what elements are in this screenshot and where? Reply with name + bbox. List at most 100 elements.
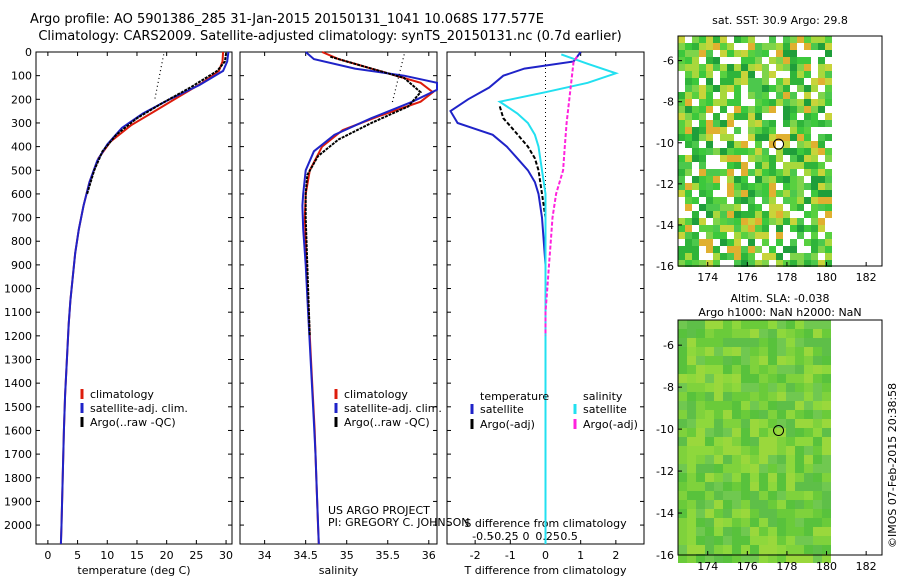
map-cell	[762, 239, 769, 246]
map-cell	[822, 329, 831, 338]
map-cell	[776, 43, 783, 50]
x-axis-label: salinity	[319, 564, 359, 577]
map-cell	[776, 253, 783, 260]
map-cell	[818, 141, 825, 148]
map-cell	[714, 536, 723, 545]
y-tick-label: 1700	[4, 448, 32, 461]
map-cell	[685, 141, 692, 148]
map-cell	[705, 356, 714, 365]
float-position-marker	[773, 425, 785, 437]
map-cell	[790, 155, 797, 162]
map-cell	[705, 491, 714, 500]
map-cell	[692, 218, 699, 225]
map-cell	[762, 183, 769, 190]
map-cell	[825, 211, 832, 218]
map-cell	[720, 36, 727, 43]
map-cell	[741, 225, 748, 232]
map-title: Altim. SLA: -0.038	[730, 292, 829, 305]
map-cell	[699, 71, 706, 78]
map-cell	[723, 401, 732, 410]
map-cell	[714, 338, 723, 347]
map-cell	[678, 64, 685, 71]
x-tick-label: 20	[160, 549, 174, 562]
map-cell	[685, 85, 692, 92]
map-cell	[777, 500, 786, 509]
map-cell	[811, 239, 818, 246]
map-cell	[804, 374, 813, 383]
map-cell	[687, 428, 696, 437]
map-cell	[825, 99, 832, 106]
map-cell	[786, 410, 795, 419]
map-cell	[696, 509, 705, 518]
x-tick-label: 10	[100, 549, 114, 562]
map-cell	[762, 190, 769, 197]
map-cell	[825, 78, 832, 85]
map-cell	[825, 155, 832, 162]
y-tick-label: -6	[663, 339, 674, 352]
map-cell	[797, 155, 804, 162]
map-cell	[706, 232, 713, 239]
map-cell	[720, 148, 727, 155]
x-tick-label: 176	[737, 271, 758, 284]
map-cell	[762, 197, 769, 204]
map-cell	[822, 383, 831, 392]
map-cell	[797, 85, 804, 92]
map-cell	[692, 246, 699, 253]
map-cell	[750, 410, 759, 419]
y-tick-label: 1800	[4, 472, 32, 485]
map-cell	[786, 383, 795, 392]
map-cell	[804, 92, 811, 99]
y-tick-label: -14	[656, 507, 674, 520]
map-cell	[768, 329, 777, 338]
map-cell	[687, 509, 696, 518]
map-cell	[720, 134, 727, 141]
map-cell	[811, 148, 818, 155]
map-cell	[699, 148, 706, 155]
map-cell	[741, 113, 748, 120]
map-cell	[825, 148, 832, 155]
map-cell	[678, 113, 685, 120]
map-cell	[797, 64, 804, 71]
map-cell	[762, 85, 769, 92]
map-cell	[813, 500, 822, 509]
map-cell	[706, 141, 713, 148]
map-cell	[692, 106, 699, 113]
map-cell	[797, 253, 804, 260]
map-cell	[795, 536, 804, 545]
series-line-argo-raw-qc-	[304, 55, 423, 336]
map-cell	[795, 482, 804, 491]
map-cell	[678, 218, 685, 225]
map-cell	[750, 365, 759, 374]
map-cell	[741, 527, 750, 536]
map-cell	[727, 176, 734, 183]
map-cell	[748, 85, 755, 92]
map-cell	[755, 120, 762, 127]
map-cell	[759, 500, 768, 509]
legend-label: Argo(-adj)	[583, 418, 638, 431]
map-cell	[748, 169, 755, 176]
map-cell	[759, 401, 768, 410]
map-cell	[678, 464, 687, 473]
map-cell	[776, 78, 783, 85]
map-cell	[734, 239, 741, 246]
map-cell	[777, 401, 786, 410]
map-cell	[741, 329, 750, 338]
map-cell	[776, 148, 783, 155]
map-cell	[720, 155, 727, 162]
map-cell	[678, 329, 687, 338]
series-line-satellite-adj-clim-	[301, 51, 438, 545]
map-cell	[748, 113, 755, 120]
map-cell	[768, 338, 777, 347]
legend-label: satellite-adj. clim.	[344, 402, 442, 415]
y-tick-label: 500	[11, 164, 32, 177]
map-cell	[783, 50, 790, 57]
map-cell	[732, 437, 741, 446]
map-cell	[804, 410, 813, 419]
legend-title: temperature	[480, 390, 549, 403]
map-cell	[813, 419, 822, 428]
map-cell	[685, 99, 692, 106]
map-cell	[741, 253, 748, 260]
map-cell	[755, 260, 762, 267]
map-cell	[790, 169, 797, 176]
map-cell	[776, 260, 783, 267]
